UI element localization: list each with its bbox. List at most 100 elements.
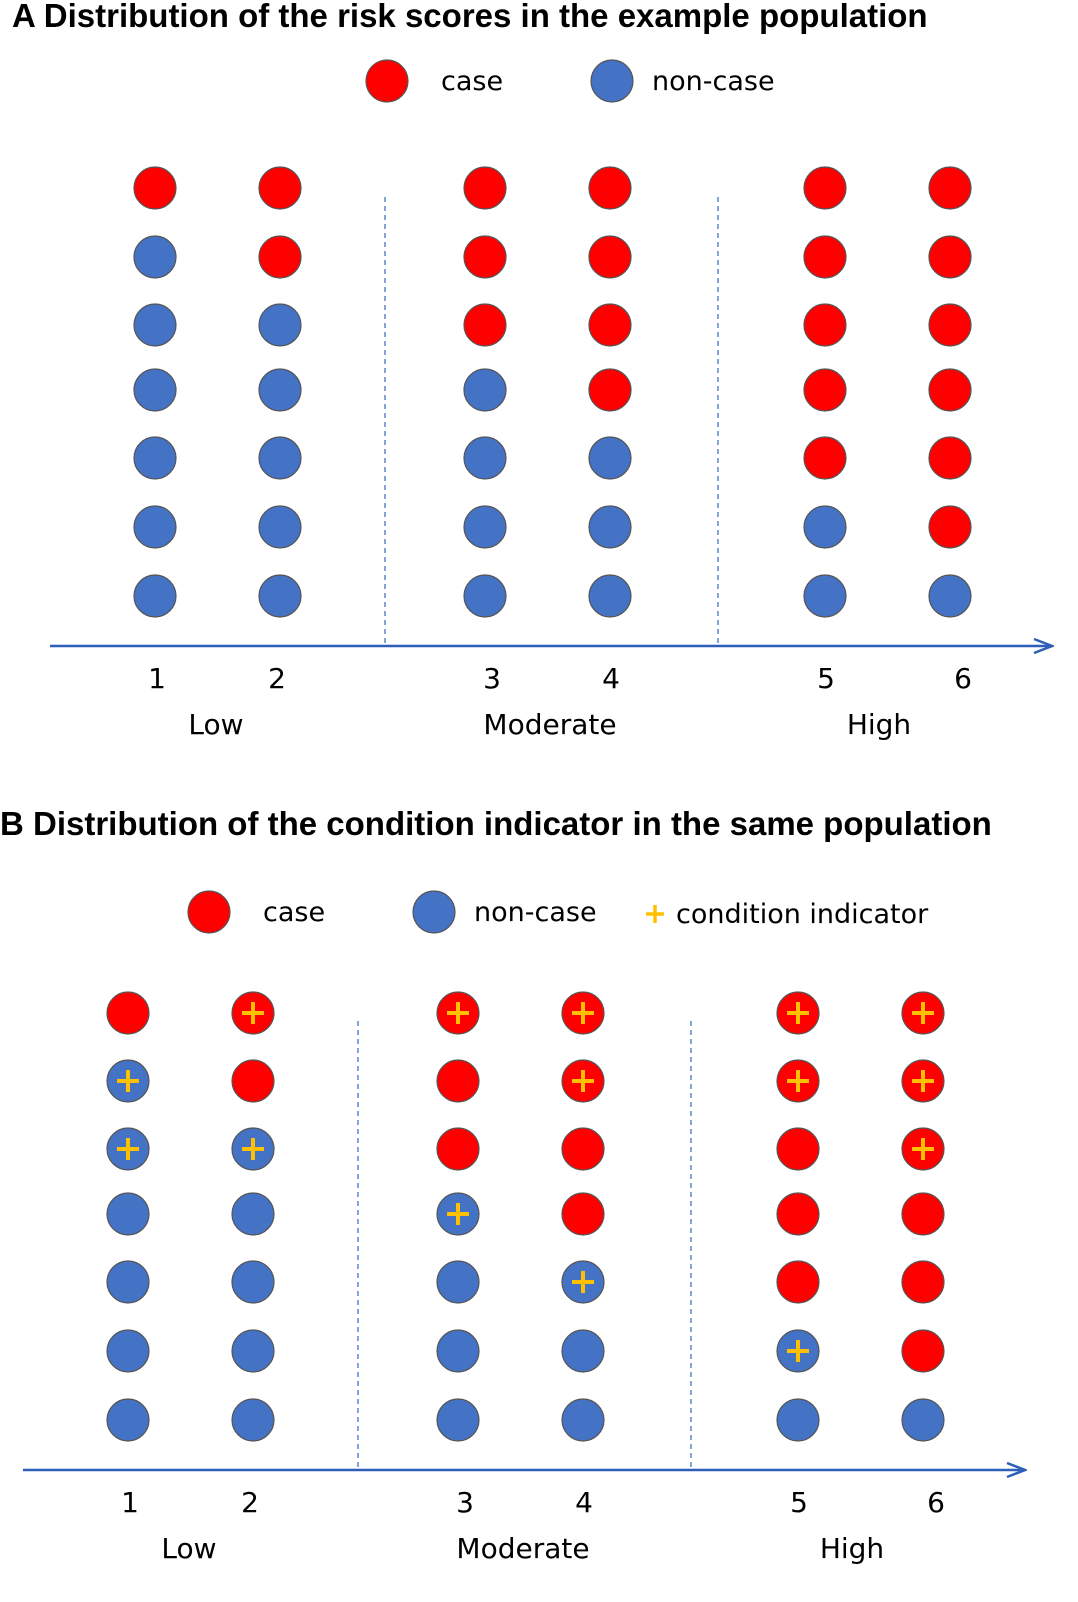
panel-a-non-case-marker (463, 505, 507, 549)
panel-b-condition-indicator-mark (572, 1271, 594, 1293)
panel-a-case-marker (463, 235, 507, 279)
panel-a-non-case-marker (588, 436, 632, 480)
panel-a-case-marker (588, 368, 632, 412)
panel-b-non-case-marker (776, 1398, 820, 1442)
panel-b-case-marker (231, 1059, 275, 1103)
panel-a-non-case-marker (928, 574, 972, 618)
panel-b-condition-indicator-mark (447, 1203, 469, 1225)
panel-a-legend-case-marker (365, 59, 409, 103)
panel-a-group-labels: Low Moderate High (188, 708, 911, 741)
panel-b-case-marker (901, 1260, 945, 1304)
panel-b-case-marker (436, 1059, 480, 1103)
panel-b-non-case-marker (231, 1329, 275, 1373)
panel-a-case-marker (803, 166, 847, 210)
panel-b-case-marker (776, 1260, 820, 1304)
panel-a-non-case-marker (803, 505, 847, 549)
panel-b-non-case-marker (106, 1398, 150, 1442)
panel-b-non-case-marker (561, 1329, 605, 1373)
panel-b-legend-label: non-case (474, 897, 597, 928)
panel-b-condition-indicator-mark (572, 1070, 594, 1092)
panel-b-case-marker (776, 1192, 820, 1236)
panel-a-non-case-marker (133, 436, 177, 480)
panel-a-legend: case non-case (365, 59, 775, 103)
panel-a-dividers (384, 197, 719, 643)
panel-b-legend-indicator-icon (646, 905, 664, 923)
panel-a-non-case-marker (258, 574, 302, 618)
panel-b-tick-label: 2 (241, 1486, 259, 1519)
panel-b-condition-indicator-mark (912, 1070, 934, 1092)
panel-b-condition-indicator-mark (572, 1002, 594, 1024)
panel-b-non-case-marker (231, 1398, 275, 1442)
panel-b-condition-indicator-mark (117, 1138, 139, 1160)
panel-b-condition-indicator-mark (912, 1138, 934, 1160)
panel-a-case-marker (928, 303, 972, 347)
panel-a-case-marker (803, 436, 847, 480)
panel-b-case-marker (561, 1192, 605, 1236)
panel-a-title: A Distribution of the risk scores in the… (12, 0, 928, 34)
panel-b-non-case-marker (436, 1329, 480, 1373)
panel-a-case-marker (803, 303, 847, 347)
panel-b-group-label-high: High (820, 1532, 884, 1565)
panel-b-tick-labels: 1 2 3 4 5 6 (121, 1486, 945, 1519)
panel-b-group-label-moderate: Moderate (456, 1532, 589, 1565)
panel-a-case-marker (588, 166, 632, 210)
panel-b-legend-label: condition indicator (676, 899, 929, 930)
panel-b-non-case-marker (561, 1398, 605, 1442)
panel-a-non-case-marker (133, 574, 177, 618)
panel-a-case-marker (463, 166, 507, 210)
panel-b: B Distribution of the condition indicato… (0, 805, 1025, 1565)
panel-b-case-marker (776, 1127, 820, 1171)
panel-a-group-label-low: Low (188, 708, 243, 741)
panel-b-group-labels: Low Moderate High (161, 1532, 884, 1565)
panel-a-tick-label: 4 (602, 662, 620, 695)
panel-b-legend-label: case (263, 897, 325, 928)
panel-a-non-case-marker (258, 505, 302, 549)
panel-b-condition-indicator-mark (912, 1002, 934, 1024)
panel-a-case-marker (928, 368, 972, 412)
panel-b-tick-label: 6 (927, 1486, 945, 1519)
panel-a-case-marker (258, 235, 302, 279)
panel-a-non-case-marker (588, 574, 632, 618)
panel-a-case-marker (588, 303, 632, 347)
panel-a-case-marker (928, 235, 972, 279)
panel-b-case-marker (106, 991, 150, 1035)
panel-a-legend-non-case-marker (590, 59, 634, 103)
panel-a-non-case-marker (258, 436, 302, 480)
panel-b-case-marker (436, 1127, 480, 1171)
panel-b-condition-indicator-mark (787, 1070, 809, 1092)
panel-a-non-case-marker (133, 235, 177, 279)
panel-b-dividers (357, 1021, 692, 1467)
panel-b-non-case-marker (901, 1398, 945, 1442)
panel-a-case-marker (928, 166, 972, 210)
panel-a-tick-label: 2 (268, 662, 286, 695)
panel-a-legend-label: non-case (652, 66, 775, 97)
panel-a-non-case-marker (463, 574, 507, 618)
panel-b-case-marker (561, 1127, 605, 1171)
panel-b-tick-label: 1 (121, 1486, 139, 1519)
panel-b-legend-non-case-marker (412, 890, 456, 934)
panel-a-non-case-marker (133, 368, 177, 412)
panel-b-non-case-marker (436, 1398, 480, 1442)
panel-a-tick-label: 5 (817, 662, 835, 695)
panel-a-non-case-marker (803, 574, 847, 618)
panel-a-case-marker (928, 505, 972, 549)
panel-b-non-case-marker (436, 1260, 480, 1304)
panel-b-condition-indicator-mark (242, 1138, 264, 1160)
panel-a-case-marker (803, 368, 847, 412)
panel-a-case-marker (588, 235, 632, 279)
panel-a-case-marker (258, 166, 302, 210)
panel-b-non-case-marker (106, 1329, 150, 1373)
panel-b-non-case-marker (231, 1192, 275, 1236)
panel-b-non-case-marker (231, 1260, 275, 1304)
panel-a-case-marker (803, 235, 847, 279)
panel-b-tick-label: 4 (575, 1486, 593, 1519)
panel-a-group-label-high: High (847, 708, 911, 741)
panel-b-condition-indicator-mark (117, 1070, 139, 1092)
panel-a-non-case-marker (588, 505, 632, 549)
panel-b-markers (106, 991, 945, 1442)
panel-b-non-case-marker (106, 1192, 150, 1236)
panel-a: A Distribution of the risk scores in the… (12, 0, 1052, 741)
panel-a-tick-labels: 1 2 3 4 5 6 (148, 662, 972, 695)
